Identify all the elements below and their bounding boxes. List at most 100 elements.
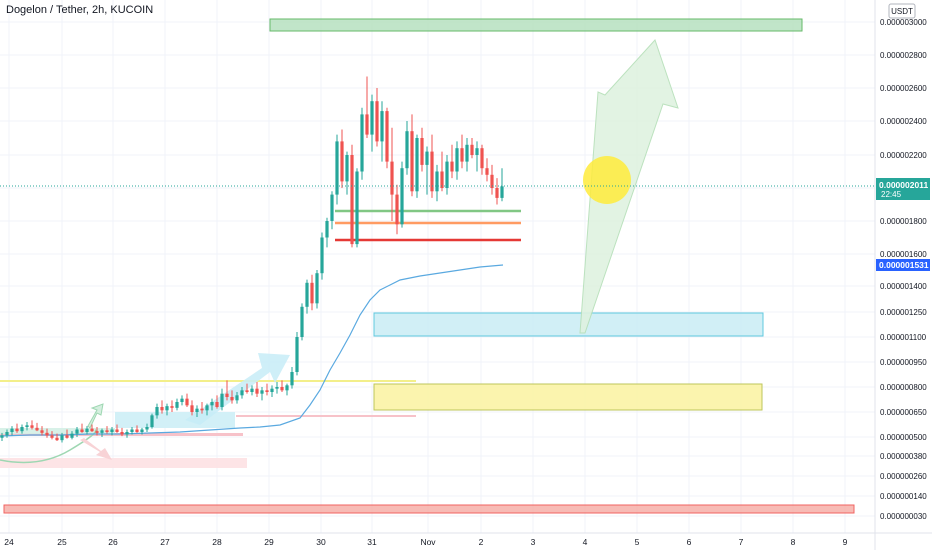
- y-tick-label: 0.000000650: [880, 408, 927, 417]
- candle-body: [250, 388, 254, 392]
- currency-badge[interactable]: USDT: [891, 7, 913, 16]
- candle: [50, 431, 54, 440]
- x-tick-label: 26: [108, 537, 118, 547]
- candle-body: [430, 151, 434, 192]
- candle-body: [300, 306, 304, 337]
- candle: [130, 427, 134, 435]
- candle-body: [455, 148, 459, 172]
- candle: [255, 382, 259, 397]
- candle: [70, 431, 74, 440]
- x-tick-label: 29: [264, 537, 274, 547]
- y-tick-label: 0.000002600: [880, 84, 927, 93]
- y-tick-label: 0.000001400: [880, 282, 927, 291]
- candle-body: [365, 114, 369, 135]
- candle-body: [475, 148, 479, 155]
- candle: [450, 144, 454, 179]
- vertical-gridlines: [8, 0, 846, 533]
- candle: [45, 428, 49, 438]
- candle: [425, 146, 429, 195]
- candle: [345, 151, 349, 195]
- candle-body: [60, 435, 64, 441]
- candle-body: [70, 433, 74, 438]
- candle-body: [220, 393, 224, 407]
- candle-body: [40, 430, 44, 433]
- candle-body: [275, 387, 279, 389]
- candle: [495, 178, 499, 205]
- candle-body: [315, 273, 319, 304]
- candle-body: [215, 402, 219, 407]
- candle: [275, 382, 279, 394]
- candle-body: [485, 168, 489, 175]
- candle-body: [115, 429, 119, 432]
- candle-body: [335, 141, 339, 195]
- candle: [160, 400, 164, 414]
- candle: [410, 114, 414, 197]
- green-arrow-mini: [87, 403, 104, 429]
- candle-body: [90, 428, 94, 432]
- y-tick-label: 0.000000260: [880, 472, 927, 481]
- candle: [65, 429, 69, 439]
- candle-body: [140, 429, 144, 432]
- candle-body: [85, 428, 89, 432]
- candle: [485, 158, 489, 182]
- candle-body: [210, 402, 214, 406]
- x-tick-label: 6: [687, 537, 692, 547]
- x-tick-label: 25: [57, 537, 67, 547]
- candle-body: [200, 408, 204, 411]
- price-axis-labels[interactable]: 0.000003000 0.000002800 0.000002600 0.00000…: [880, 18, 927, 521]
- candle: [245, 383, 249, 394]
- time-axis-labels[interactable]: 24 25 26 27 28 29 30 31 Nov 2 3 4 5 6 7 8 9: [4, 537, 847, 547]
- candle-body: [165, 406, 169, 411]
- candle: [350, 144, 354, 248]
- highlight-circle-yellow: [583, 156, 631, 204]
- ma-price-label-bg: [876, 259, 930, 271]
- candle: [100, 428, 104, 437]
- candle-body: [495, 188, 499, 198]
- candle: [60, 432, 64, 443]
- candle-body: [310, 282, 314, 304]
- candle: [40, 426, 44, 436]
- candle: [115, 424, 119, 433]
- candle: [140, 427, 144, 435]
- candle: [260, 387, 264, 401]
- candle: [55, 433, 59, 441]
- candle: [310, 274, 314, 311]
- candle-body: [440, 171, 444, 188]
- candle-body: [345, 155, 349, 182]
- drawings-layer[interactable]: [0, 18, 855, 514]
- candle: [265, 383, 269, 396]
- candle: [110, 427, 114, 436]
- candle: [500, 168, 504, 202]
- candle-body: [130, 429, 134, 432]
- x-tick-label: 3: [531, 537, 536, 547]
- current-price-label: 0.000002011: [879, 180, 928, 190]
- candle: [20, 424, 24, 434]
- candle: [465, 138, 469, 172]
- candle-body: [410, 131, 414, 192]
- y-tick-label: 0.000001250: [880, 308, 927, 317]
- candle: [390, 127, 394, 221]
- candle: [315, 270, 319, 309]
- x-tick-label: 4: [583, 537, 588, 547]
- candle-body: [320, 237, 324, 274]
- candle-body: [195, 408, 199, 412]
- candle-body: [15, 428, 19, 432]
- candle: [385, 107, 389, 169]
- candle: [125, 429, 129, 438]
- candle-body: [385, 111, 389, 162]
- candle: [445, 155, 449, 195]
- candle: [210, 398, 214, 411]
- y-tick-label: 0.000000800: [880, 383, 927, 392]
- candle-body: [20, 427, 24, 432]
- candle-body: [135, 429, 139, 432]
- green-zone-small: [0, 428, 115, 434]
- candle: [305, 279, 309, 314]
- pink-arrow-mini: [80, 438, 112, 460]
- candle-body: [175, 402, 179, 408]
- candle-body: [480, 148, 484, 169]
- candle-body: [80, 429, 84, 432]
- candle-body: [10, 428, 14, 432]
- candle: [5, 429, 9, 438]
- candle-body: [235, 395, 239, 401]
